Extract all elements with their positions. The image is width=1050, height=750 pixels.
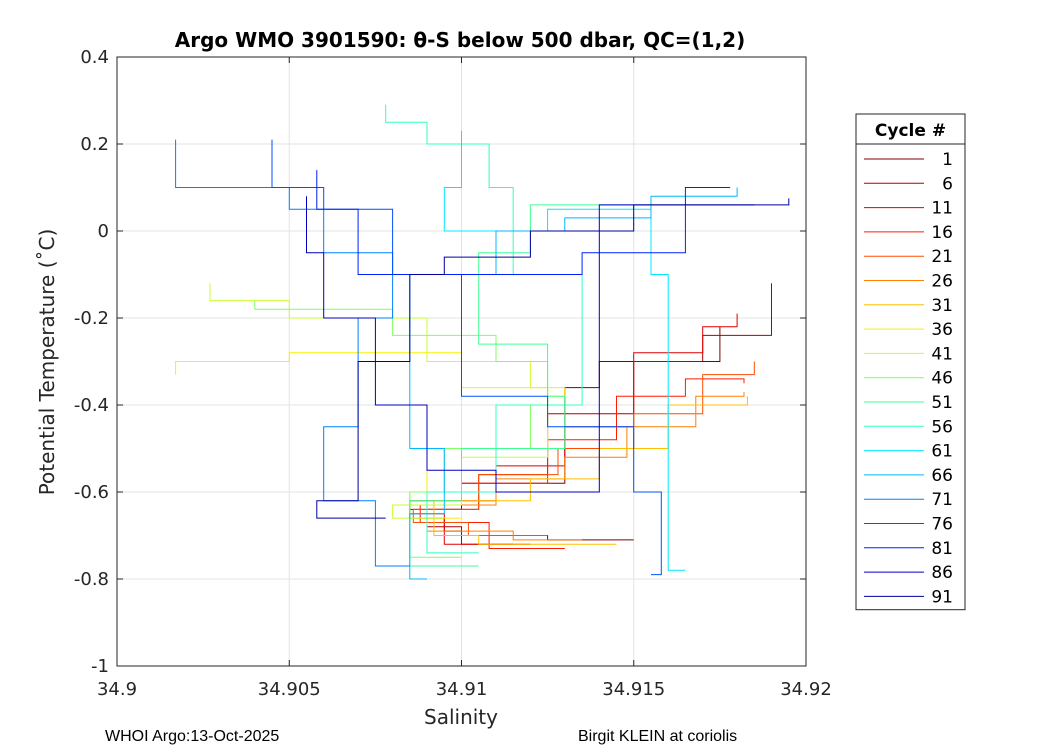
legend-box xyxy=(855,113,966,611)
y-tick-label: 0 xyxy=(98,221,109,242)
series-line-cycle-86 xyxy=(306,196,755,493)
chart-title: Argo WMO 3901590: θ-S below 500 dbar, QC… xyxy=(175,28,745,52)
legend-entry-label: 71 xyxy=(931,490,953,510)
y-tick-label: -0.8 xyxy=(74,569,109,590)
y-tick-label: -0.4 xyxy=(74,395,109,416)
legend-entry-label: 81 xyxy=(931,539,953,559)
series-line-cycle-76 xyxy=(271,139,662,576)
y-tick-label: -0.2 xyxy=(74,308,109,329)
y-tick-label: -0.6 xyxy=(74,482,109,503)
axis-ticks: 34.9 34.905 34.91 34.915 34.92 -1 -0.8 -0.6 -0.4… xyxy=(74,47,832,700)
legend-entry-label: 56 xyxy=(931,417,953,437)
footer-left: WHOI Argo:13-Oct-2025 xyxy=(105,728,279,745)
legend-entry-label: 16 xyxy=(931,223,953,243)
legend-entry-label: 1 xyxy=(942,150,953,170)
x-axis-label: Salinity xyxy=(424,705,498,729)
legend-entry-label: 46 xyxy=(931,369,953,389)
data-series xyxy=(175,104,790,580)
x-tick-label: 34.9 xyxy=(97,679,137,700)
legend-title: Cycle # xyxy=(875,121,946,141)
x-tick-label: 34.915 xyxy=(602,679,665,700)
legend-entry-label: 61 xyxy=(931,442,953,462)
y-tick-label: 0.4 xyxy=(80,47,109,68)
legend-entry-label: 51 xyxy=(931,393,953,413)
legend-entry-label: 11 xyxy=(931,199,953,219)
legend-entry-label: 86 xyxy=(931,563,953,583)
series-line-cycle-81 xyxy=(316,170,731,275)
x-tick-label: 34.91 xyxy=(436,679,488,700)
legend-entry-label: 41 xyxy=(931,344,953,364)
footer-right: Birgit KLEIN at coriolis xyxy=(578,728,737,745)
legend-entry-label: 66 xyxy=(931,466,953,486)
legend-entry-label: 6 xyxy=(942,174,953,194)
legend: Cycle #161116212631364146515661667176818… xyxy=(855,113,966,611)
legend-entry-label: 76 xyxy=(931,515,953,535)
x-tick-label: 34.905 xyxy=(258,679,321,700)
legend-entry-label: 36 xyxy=(931,320,953,340)
series-line-cycle-91 xyxy=(316,198,790,519)
x-tick-label: 34.92 xyxy=(780,679,832,700)
legend-entry-label: 31 xyxy=(931,296,953,316)
legend-entry-label: 21 xyxy=(931,247,953,267)
legend-entry-label: 26 xyxy=(931,272,953,292)
series-line-cycle-41 xyxy=(209,283,549,519)
y-axis-label: Potential Temperature (˚C) xyxy=(35,229,59,496)
series-line-cycle-21 xyxy=(412,361,755,536)
y-tick-label: -1 xyxy=(91,656,109,677)
y-tick-label: 0.2 xyxy=(80,134,109,155)
legend-entry-label: 91 xyxy=(931,587,953,607)
